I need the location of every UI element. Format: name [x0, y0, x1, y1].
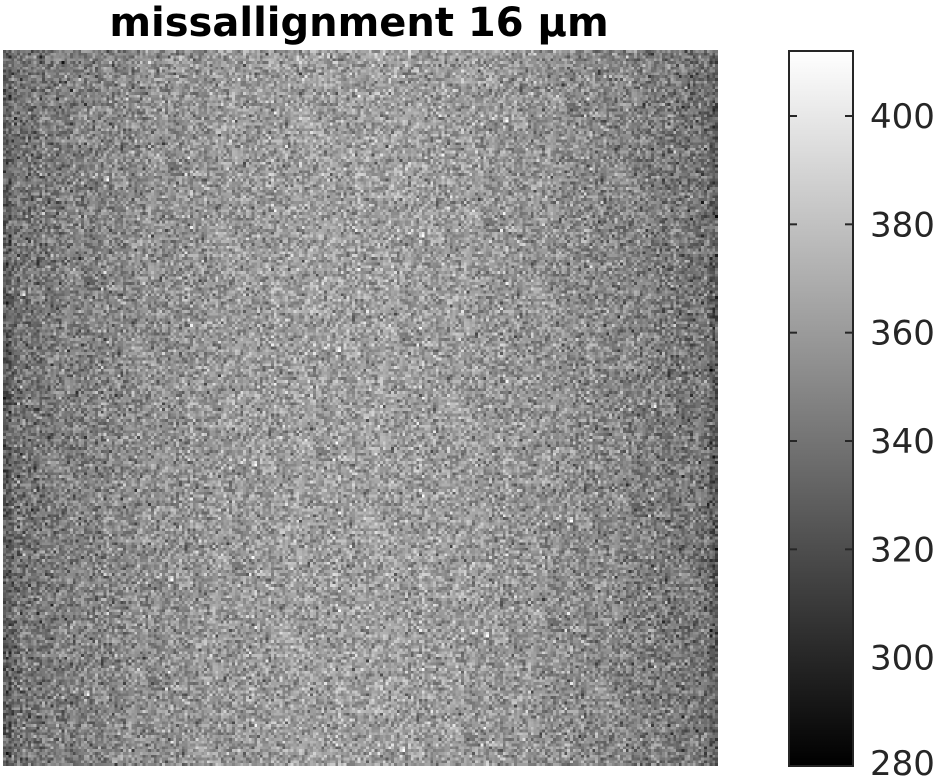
- colorbar-tick-label: 340: [870, 422, 935, 462]
- colorbar-tick-label: 360: [870, 314, 935, 354]
- colorbar-tick-label: 400: [870, 97, 935, 137]
- colorbar-ticks: 280 300 320 340 360 380 400: [789, 97, 935, 778]
- speckle-image: [3, 50, 718, 766]
- colorbar-tick-label: 300: [870, 639, 935, 679]
- chart-title: missallignment 16 µm: [109, 0, 609, 46]
- colorbar-gradient: [788, 50, 854, 767]
- image-axes: [3, 50, 718, 766]
- colorbar-tick-label: 380: [870, 205, 935, 245]
- colorbar-tick-label: 320: [870, 530, 935, 570]
- colorbar-tick-label: 280: [870, 744, 935, 778]
